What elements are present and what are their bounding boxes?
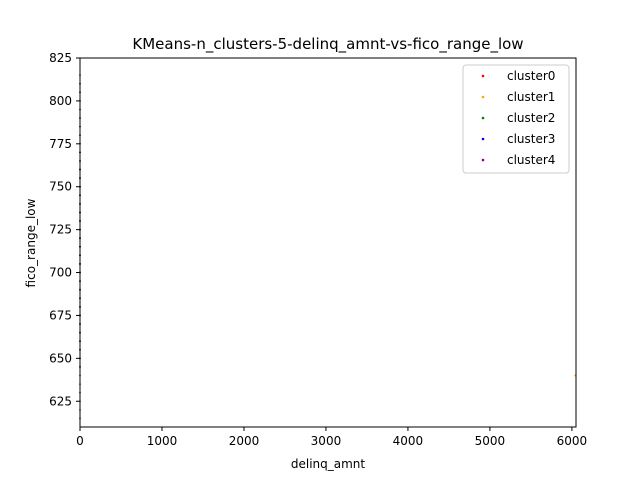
legend-marker-cluster1 (481, 95, 485, 99)
y-axis: 625 650 675 700 725 750 775 800 825 (49, 51, 80, 408)
legend-label-cluster2: cluster2 (507, 111, 555, 125)
y-tick-label: 625 (49, 394, 72, 408)
legend-label-cluster4: cluster4 (507, 153, 555, 167)
legend-marker-cluster0 (481, 74, 485, 78)
y-tick-label: 775 (49, 137, 72, 151)
x-axis-label: delinq_amnt (291, 457, 366, 471)
legend-box (462, 64, 570, 174)
x-axis: 0 1000 2000 3000 4000 5000 6000 (76, 427, 587, 448)
y-tick-label: 825 (49, 51, 72, 65)
y-tick-label: 750 (49, 180, 72, 194)
x-tick-label: 1000 (147, 434, 178, 448)
plot-frame (79, 57, 577, 428)
legend-label-cluster0: cluster0 (507, 69, 555, 83)
chart-title: KMeans-n_clusters-5-delinq_amnt-vs-fico_… (132, 35, 523, 54)
y-tick-label: 700 (49, 266, 72, 280)
legend-marker-cluster4 (481, 158, 485, 162)
x-tick-label: 5000 (475, 434, 506, 448)
legend-marker-cluster3 (481, 137, 485, 141)
y-tick-label: 725 (49, 223, 72, 237)
x-tick-label: 3000 (311, 434, 342, 448)
legend-label-cluster1: cluster1 (507, 90, 555, 104)
x-tick-label: 4000 (393, 434, 424, 448)
y-tick-label: 800 (49, 94, 72, 108)
legend-marker-cluster2 (481, 116, 485, 120)
legend-label-cluster3: cluster3 (507, 132, 555, 146)
x-tick-label: 6000 (557, 434, 588, 448)
x-tick-label: 0 (76, 434, 84, 448)
y-tick-label: 675 (49, 308, 72, 322)
legend: cluster0 cluster1 cluster2 cluster3 cluster4 (462, 64, 570, 174)
x-tick-label: 2000 (229, 434, 260, 448)
y-tick-label: 650 (49, 351, 72, 365)
y-axis-label: fico_range_low (24, 198, 38, 287)
